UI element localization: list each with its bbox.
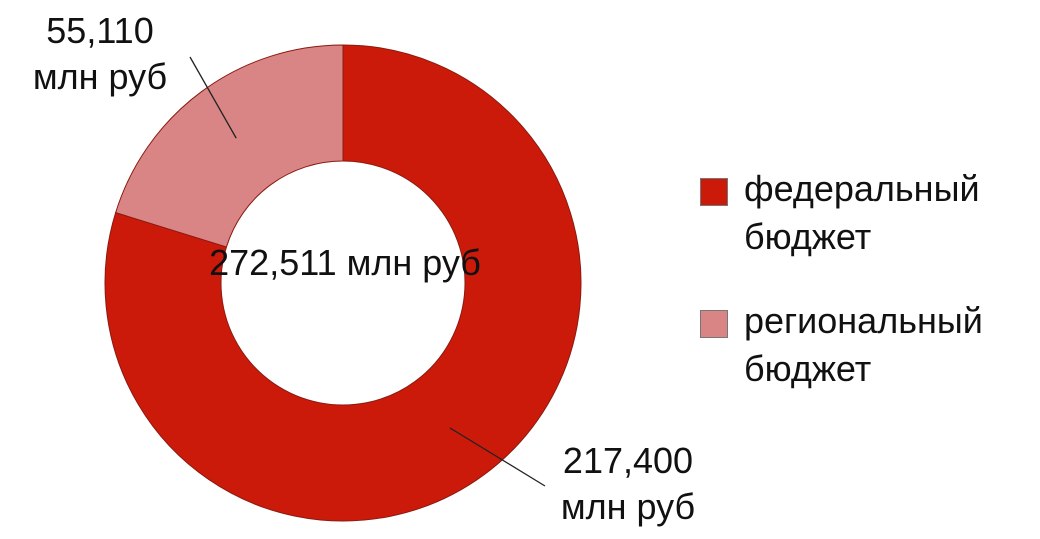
- leader-line: [189, 56, 237, 139]
- legend-swatch: [700, 310, 728, 338]
- slice: [104, 44, 582, 522]
- legend-label: федеральный бюджет: [744, 168, 980, 257]
- slice: [115, 44, 344, 248]
- legend-entry: федеральный бюджет: [700, 165, 1030, 261]
- data-label: 55,110 млн руб: [32, 10, 168, 97]
- center-label: 272,511 млн руб: [209, 242, 481, 283]
- legend-swatch: [700, 178, 728, 206]
- legend-entry: региональный бюджет: [700, 297, 1030, 393]
- data-label: 217,400 млн руб: [560, 440, 696, 527]
- leader-line: [449, 427, 546, 487]
- legend-label: региональный бюджет: [744, 300, 983, 389]
